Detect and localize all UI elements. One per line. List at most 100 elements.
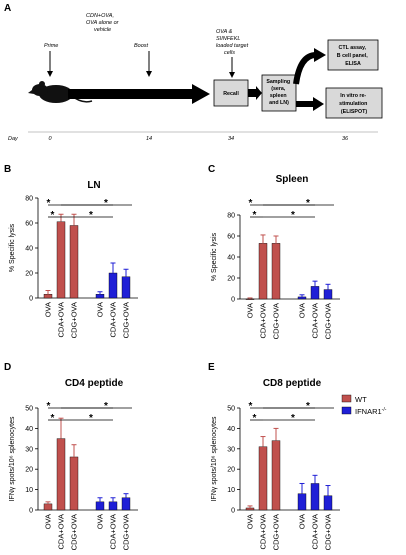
spleen-title: Spleen (276, 174, 309, 185)
cd4-sig-star: * (47, 401, 51, 412)
mouse-icon (28, 81, 93, 103)
chart-cd4-peptide: CD4 peptide 0 10 20 30 40 50 IFNγ spots/10⁶ spl… (9, 378, 138, 550)
cd8-ytick-label: 50 (227, 406, 235, 413)
legend-label-wt: WT (355, 395, 367, 404)
panel-letter-a: A (4, 3, 11, 14)
ln-sig-star: * (51, 210, 55, 221)
spleen-category-label: OVA (246, 303, 255, 318)
cd4-ytick-label: 0 (29, 508, 33, 515)
spleen-ytick-label: 60 (227, 234, 235, 241)
prime-arrow (47, 51, 53, 77)
target-cells-label: OVA & SIINFEKL loaded target cells (216, 29, 250, 56)
ln-category-label: CDG+OVA (70, 302, 79, 338)
spleen-category-label: OVA (298, 303, 307, 318)
cd4-ytick-label: 50 (25, 406, 33, 413)
cd8-sig-star: * (306, 401, 310, 412)
legend-swatch-ifnar1 (341, 406, 352, 415)
cd8-category-label: CDA+OVA (259, 514, 268, 550)
cd8-bar (258, 446, 268, 511)
cd4-bar (108, 501, 118, 511)
day-0-label: 0 (48, 136, 52, 142)
cd8-ylabel: IFNγ spots/10⁶ splenocytes (211, 416, 218, 501)
cd8-ytick-label: 30 (227, 446, 235, 453)
cd8-ytick-label: 0 (231, 508, 235, 515)
recall-box (213, 79, 249, 107)
cd8-title: CD8 peptide (263, 378, 322, 389)
spleen-ytick-label: 40 (227, 255, 235, 262)
ln-bar (69, 225, 79, 299)
ln-bar (108, 272, 118, 299)
spleen-sig-star: * (249, 198, 253, 209)
boost-arrow (146, 51, 152, 77)
cd8-sig-star: * (249, 401, 253, 412)
day-14-label: 14 (146, 136, 152, 142)
spleen-bar (323, 289, 333, 300)
timeline-main-arrow (68, 84, 210, 104)
cd4-sig-star: * (104, 401, 108, 412)
elispot-label: In vitro re- stimulation (ELISPOT) (339, 93, 369, 115)
ln-category-label: OVA (44, 302, 53, 317)
ln-category-label: CDA+OVA (109, 302, 118, 338)
cd4-category-label: CDG+OVA (122, 514, 131, 550)
cd4-bar (69, 456, 79, 511)
treatment-label: CDN+OVA, OVA alone or vehicle (86, 13, 120, 33)
cd4-category-label: CDA+OVA (109, 514, 118, 550)
target-cells-arrow (229, 57, 235, 78)
cd8-category-label: OVA (246, 514, 255, 529)
panel-a-timeline: A Prime CDN+OVA, OVA alone or vehicle Bo… (4, 3, 383, 142)
cd4-bar (121, 497, 131, 511)
spleen-ytick-label: 0 (231, 297, 235, 304)
spleen-category-label: CDG+OVA (324, 303, 333, 339)
cd8-bar (271, 440, 281, 511)
cd8-category-label: OVA (298, 514, 307, 529)
cd8-ytick-label: 20 (227, 467, 235, 474)
cd8-category-label: CDA+OVA (311, 514, 320, 550)
sampling-box (261, 74, 297, 112)
cd4-ytick-label: 30 (25, 446, 33, 453)
panel-letter-b: B (4, 164, 11, 175)
cd8-bar (323, 495, 333, 511)
spleen-bar (245, 298, 255, 300)
spleen-bar (297, 296, 307, 300)
cd4-ytick-label: 40 (25, 426, 33, 433)
cd4-bar (95, 501, 105, 511)
spleen-category-label: CDG+OVA (272, 303, 281, 339)
chart-cd8-peptide: CD8 peptide 0 10 20 30 40 50 IFNγ spots/10⁶ spl… (211, 378, 340, 550)
sampling-to-elispot-arrow (296, 97, 324, 111)
ln-sig-star: * (104, 198, 108, 209)
ln-sig-star: * (47, 198, 51, 209)
ln-sig-star: * (89, 210, 93, 221)
recall-to-sampling-arrow (248, 86, 262, 100)
ln-category-label: OVA (96, 302, 105, 317)
spleen-sig-star: * (291, 210, 295, 221)
prime-label: Prime (44, 43, 58, 49)
cd8-bar (297, 493, 307, 511)
day-34-label: 34 (228, 136, 234, 142)
cd4-category-label: CDA+OVA (57, 514, 66, 550)
ln-ytick-label: 20 (25, 271, 33, 278)
cd8-category-label: CDG+OVA (272, 514, 281, 550)
ctl-assay-label: CTL assay, B cell panel, ELISA (337, 45, 369, 67)
ctl-assay-box (327, 39, 379, 71)
panel-letter-e: E (208, 362, 215, 373)
cd8-bar (245, 507, 255, 511)
spleen-sig-star: * (306, 198, 310, 209)
cd8-category-label: CDG+OVA (324, 514, 333, 550)
cd4-bar (56, 438, 66, 511)
panel-letter-d: D (4, 362, 11, 373)
ln-title: LN (87, 180, 100, 191)
chart-ln: LN 0 20 40 60 80 % Specific lysis OVA CDA+OVA CDG… (9, 180, 138, 338)
legend-label-ifnar1: IFNAR1-/- (355, 407, 387, 416)
ln-bar (43, 294, 53, 299)
ln-bar (121, 276, 131, 299)
cd4-ytick-label: 10 (25, 487, 33, 494)
cd4-category-label: CDG+OVA (70, 514, 79, 550)
ln-ytick-label: 40 (25, 246, 33, 253)
sampling-label: Sampling (sera, spleen and LN) (266, 79, 291, 106)
ln-bar (56, 221, 66, 299)
spleen-bar (310, 286, 320, 300)
spleen-bar (271, 243, 281, 300)
ln-ylabel: % Specific lysis (9, 223, 16, 272)
spleen-bar (258, 243, 268, 300)
